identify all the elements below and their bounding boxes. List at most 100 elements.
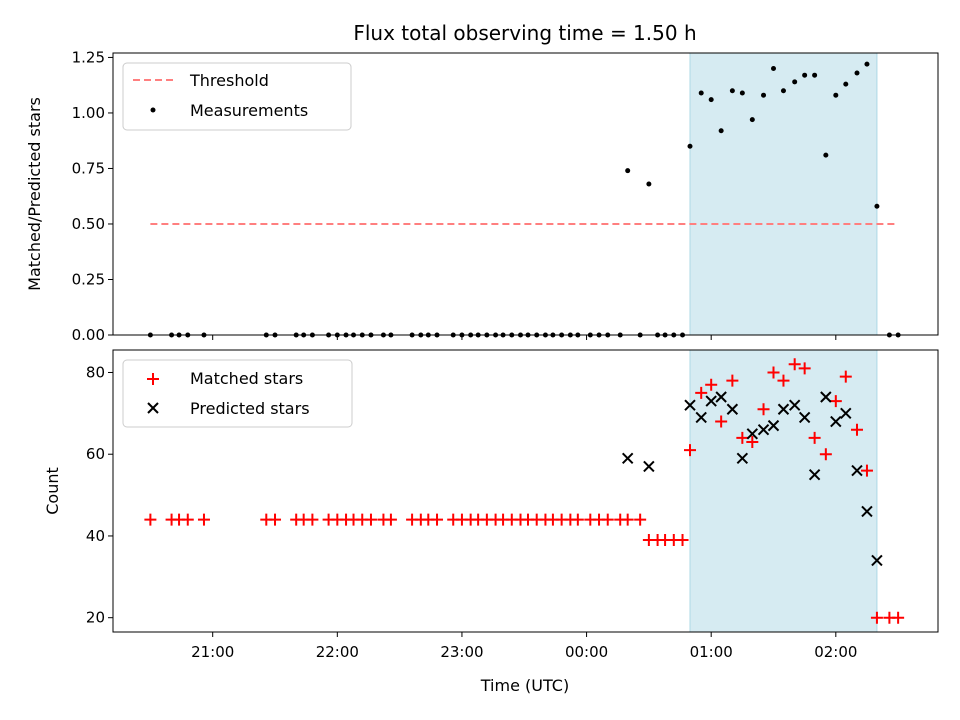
x-tick-label: 00:00 <box>565 643 608 661</box>
measurement-point <box>739 90 745 96</box>
top-panel: 0.00 0.25 0.50 0.75 1.00 1.25 Matched/Predict… <box>25 48 939 344</box>
top-y-ticks: 0.00 0.25 0.50 0.75 1.00 1.25 <box>72 48 113 344</box>
matched-star-point <box>839 370 852 383</box>
bottom-series <box>144 358 905 624</box>
matched-star-point <box>715 415 728 428</box>
bottom-x-ticks: 21:00 22:00 23:00 00:00 01:00 02:00 <box>191 632 857 661</box>
matched-star-point <box>819 448 832 461</box>
bottom-legend: Matched stars Predicted stars <box>122 359 353 428</box>
y-tick-label: 40 <box>86 527 105 545</box>
predicted-star-point <box>705 395 717 407</box>
matched-star-point <box>736 431 749 444</box>
measurement-point <box>646 181 652 187</box>
matched-star-point <box>306 513 319 526</box>
legend-predicted-swatch <box>147 402 159 414</box>
measurement-point <box>802 72 808 78</box>
predicted-star-point <box>757 423 770 436</box>
y-tick-label: 60 <box>86 445 105 463</box>
predicted-star-point <box>830 415 842 428</box>
matched-star-point <box>695 386 708 399</box>
matched-star-point <box>684 444 697 457</box>
matched-star-point <box>850 423 863 436</box>
bottom-y-axis-label: Count <box>43 467 62 515</box>
predicted-star-point <box>684 399 696 411</box>
bottom-plot-frame <box>112 349 939 633</box>
predicted-star-point <box>851 464 863 477</box>
top-y-axis-label: Matched/Predicted stars <box>25 97 44 291</box>
predicted-star-point <box>726 403 739 415</box>
matched-star-point <box>829 395 842 408</box>
y-tick-label: 20 <box>86 609 105 627</box>
top-legend: Threshold Measurements <box>122 62 352 131</box>
predicted-star-point <box>643 460 655 473</box>
measurement-point <box>864 61 870 67</box>
matched-star-point <box>676 534 689 547</box>
top-x-ticks <box>212 335 837 340</box>
matched-star-point <box>757 403 770 416</box>
matched-star-point <box>746 435 759 448</box>
x-tick-label: 22:00 <box>316 643 359 661</box>
measurement-point <box>854 70 860 76</box>
measurement-point <box>812 72 818 78</box>
predicted-star-point <box>746 428 759 440</box>
measurement-point <box>698 90 704 96</box>
x-tick-label: 21:00 <box>191 643 234 661</box>
matched-star-point <box>767 366 780 379</box>
legend-matched-label: Matched stars <box>190 369 303 388</box>
legend-threshold-label: Threshold <box>189 71 269 90</box>
matched-star-point <box>181 513 194 526</box>
matched-star-point <box>197 513 210 526</box>
y-tick-label: 0.25 <box>72 270 105 288</box>
top-legend-box <box>122 62 352 131</box>
matched-star-point <box>705 378 718 391</box>
matched-star-point <box>860 464 873 477</box>
matched-star-point <box>601 513 614 526</box>
matched-star-point <box>726 374 739 387</box>
measurement-point <box>749 117 755 123</box>
matched-star-point <box>798 362 811 375</box>
matched-star-point <box>269 513 282 526</box>
matched-star-point <box>364 513 377 526</box>
top-plot-frame <box>112 52 939 336</box>
predicted-star-point <box>767 419 780 432</box>
y-tick-label: 1.25 <box>72 48 105 66</box>
y-tick-label: 0.50 <box>72 215 105 233</box>
matched-star-point <box>892 611 905 624</box>
top-shaded-region <box>689 52 878 336</box>
predicted-star-point <box>695 411 707 424</box>
matched-star-point <box>634 513 647 526</box>
observing-window-shade <box>689 349 878 633</box>
y-tick-label: 0.75 <box>72 159 105 177</box>
legend-predicted-label: Predicted stars <box>190 399 310 418</box>
matched-star-point <box>788 358 801 371</box>
measurement-point <box>792 79 798 85</box>
bottom-shaded-region <box>689 349 878 633</box>
legend-matched-swatch <box>147 373 159 385</box>
y-tick-label: 1.00 <box>72 104 105 122</box>
matched-star-point <box>431 513 444 526</box>
matched-star-point <box>571 513 584 526</box>
matched-star-point <box>870 611 883 624</box>
predicted-star-point <box>736 452 749 465</box>
bottom-y-ticks: 20 40 60 80 <box>86 363 113 627</box>
chart-title: Flux total observing time = 1.50 h <box>353 21 696 45</box>
predicted-star-point <box>777 403 790 415</box>
measurement-point <box>625 168 631 174</box>
predicted-star-point <box>820 391 832 403</box>
y-tick-label: 80 <box>86 363 105 381</box>
measurement-point <box>770 66 776 72</box>
predicted-star-point <box>621 452 634 465</box>
predicted-star-point <box>788 399 801 411</box>
measurement-point <box>874 203 880 209</box>
predicted-star-point <box>798 411 811 424</box>
measurement-point <box>729 88 735 94</box>
matched-star-point <box>144 513 157 526</box>
matched-star-point <box>808 431 821 444</box>
measurement-point <box>761 92 767 98</box>
legend-measurements-label: Measurements <box>190 101 308 120</box>
x-tick-label: 02:00 <box>814 643 857 661</box>
measurement-point <box>687 143 693 149</box>
matched-star-point <box>384 513 397 526</box>
